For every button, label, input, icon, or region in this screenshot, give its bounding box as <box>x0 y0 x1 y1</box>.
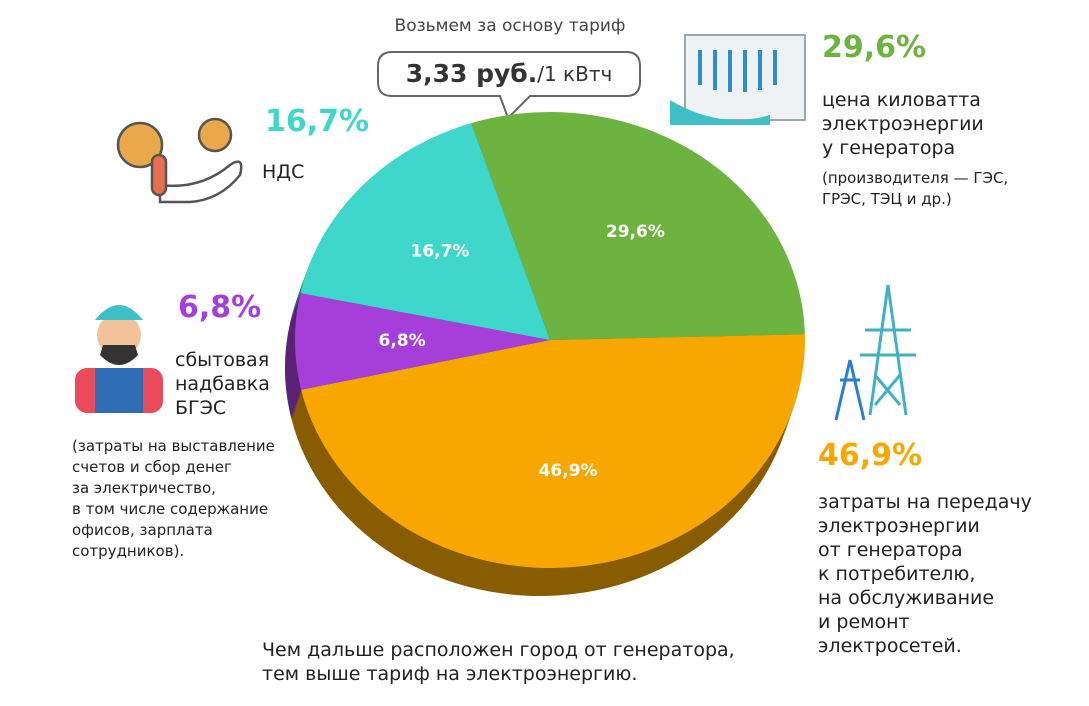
tariff: 3,33 руб./1 кВтч <box>406 59 613 88</box>
category-note: (производителя — ГЭС, ГРЭС, ТЭЦ и др.) <box>822 169 1009 208</box>
title: Возьмем за основу тариф <box>395 16 626 36</box>
slice <box>471 111 805 340</box>
tariff-unit: /1 кВтч <box>537 62 612 86</box>
category-label: НДС <box>262 161 305 183</box>
coins-icon <box>116 117 243 204</box>
outer-percent: 16,7% <box>265 104 370 139</box>
towers-icon <box>834 284 916 421</box>
tariff-price: 3,33 руб. <box>406 59 538 88</box>
dam-icon <box>670 34 806 125</box>
slice-label: 46,9% <box>539 461 598 481</box>
slice <box>295 293 550 390</box>
category-label: цена киловатта электроэнергии у генерато… <box>822 89 984 159</box>
tariff-bubble <box>377 51 641 120</box>
slice-label: 16,7% <box>410 242 469 262</box>
slice-label: 6,8% <box>379 331 426 351</box>
slice <box>301 334 805 569</box>
category-note: (затраты на выставление счетов и сбор де… <box>72 437 275 560</box>
category-label: сбытовая надбавка БГЭС <box>175 349 270 419</box>
category-label: затраты на передачу электроэнергии от ге… <box>818 491 1032 657</box>
footnote: Чем дальше расположен город от генератор… <box>262 639 735 685</box>
outer-percent: 46,9% <box>818 438 923 473</box>
slice-label: 29,6% <box>606 222 665 242</box>
outer-percent: 29,6% <box>822 30 927 65</box>
outer-percent: 6,8% <box>178 290 262 325</box>
slice <box>300 123 550 340</box>
worker-icon <box>75 305 163 413</box>
